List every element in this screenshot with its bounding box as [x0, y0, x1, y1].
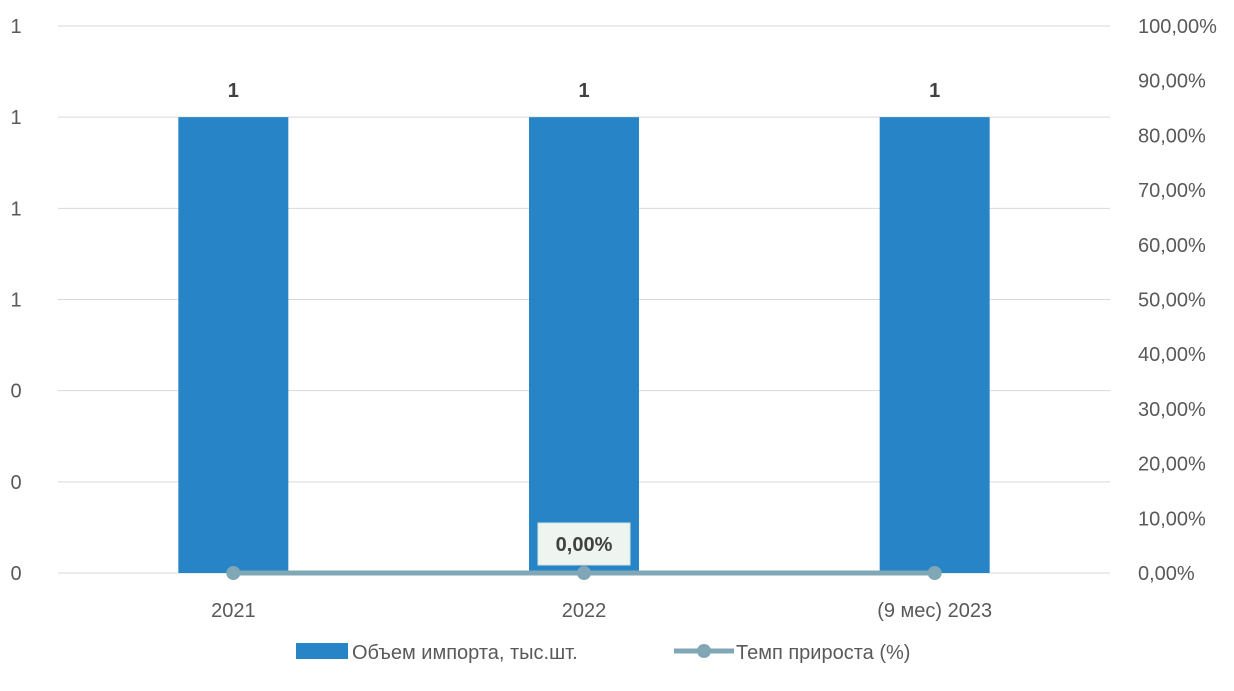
x-tick-label: 2022	[562, 600, 607, 622]
line-data-label: 0,00%	[556, 534, 613, 556]
right-tick-label: 30,00%	[1138, 399, 1206, 421]
bar	[178, 117, 289, 574]
right-tick-label: 0,00%	[1138, 563, 1195, 585]
x-tick-label: 2021	[211, 600, 256, 622]
line-point	[226, 566, 241, 580]
line-point	[577, 566, 591, 580]
right-tick-label: 70,00%	[1138, 180, 1206, 202]
line-point	[927, 566, 942, 580]
left-tick-label: 1	[10, 107, 21, 129]
left-tick-label: 1	[10, 290, 21, 312]
bar-data-label: 1	[929, 80, 940, 102]
legend-bar-swatch	[296, 643, 348, 659]
right-tick-label: 100,00%	[1138, 16, 1217, 38]
left-tick-label: 1	[10, 198, 21, 220]
bar-data-label: 1	[228, 80, 239, 102]
bar-data-label: 1	[578, 80, 589, 102]
right-tick-label: 20,00%	[1138, 454, 1206, 476]
legend-line-marker	[697, 644, 711, 658]
x-axis-ticks: 2021 2022 (9 мес) 2023	[211, 600, 992, 622]
line-data-label-box	[537, 522, 631, 566]
right-tick-label: 60,00%	[1138, 235, 1206, 257]
legend-line-label: Темп прироста (%)	[736, 642, 910, 664]
left-axis-ticks: 0 0 0 1 1 1 1	[10, 16, 21, 585]
right-axis-ticks: 0,00% 10,00% 20,00% 30,00% 40,00% 50,00% 60,00…	[1138, 16, 1217, 585]
line-series: 0,00%	[226, 522, 942, 580]
bar	[529, 117, 639, 574]
right-tick-label: 90,00%	[1138, 71, 1206, 93]
right-tick-label: 10,00%	[1138, 508, 1206, 530]
x-tick-label: (9 мес) 2023	[877, 600, 992, 622]
right-tick-label: 40,00%	[1138, 344, 1206, 366]
left-tick-label: 1	[10, 16, 21, 38]
right-tick-label: 50,00%	[1138, 290, 1206, 312]
left-tick-label: 0	[10, 472, 21, 494]
legend: Объем импорта, тыс.шт. Темп прироста (%)	[296, 642, 910, 664]
right-tick-label: 80,00%	[1138, 125, 1206, 147]
bar	[879, 117, 990, 574]
left-tick-label: 0	[10, 563, 21, 585]
left-tick-label: 0	[10, 381, 21, 403]
legend-bar-label: Объем импорта, тыс.шт.	[352, 642, 578, 664]
bar-series: 1 1 1	[178, 80, 990, 574]
